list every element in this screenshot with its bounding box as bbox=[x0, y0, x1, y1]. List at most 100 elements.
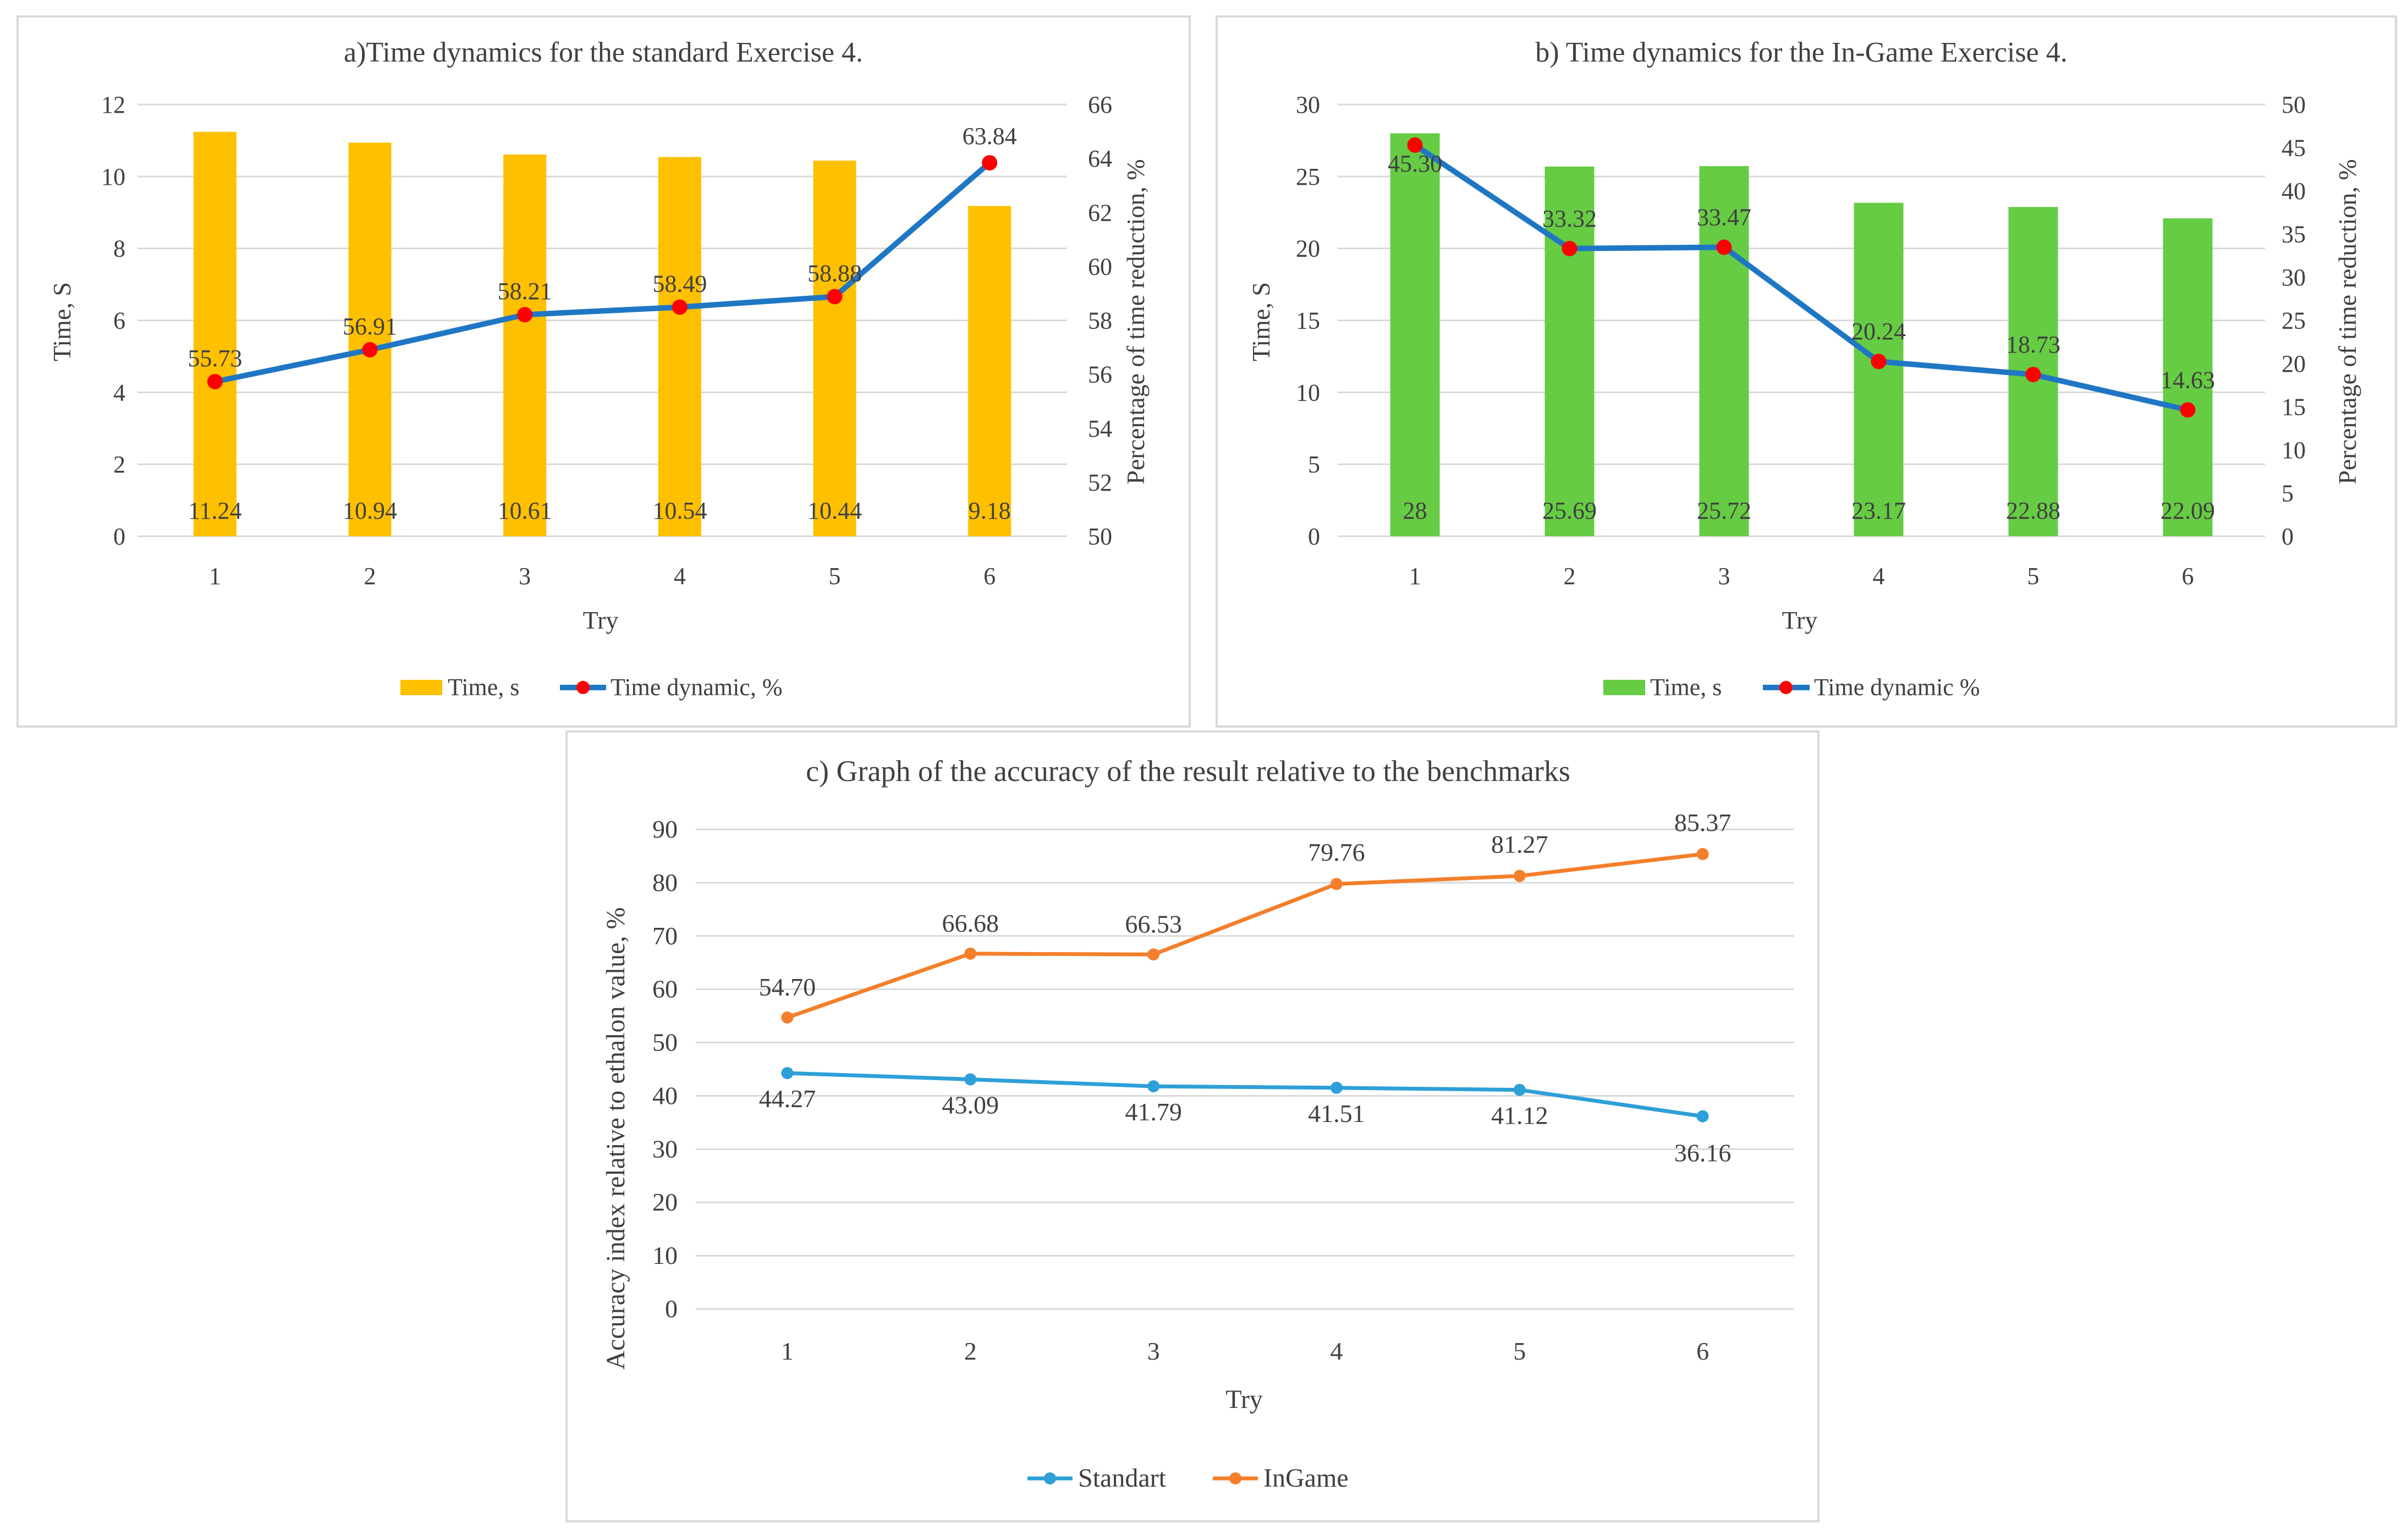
chart-a-y2-tick-label: 56 bbox=[1088, 361, 1112, 388]
chart-c-data-point bbox=[1513, 1084, 1526, 1096]
chart-b-y-tick-label: 15 bbox=[1296, 307, 1320, 334]
chart-b-bar bbox=[2163, 218, 2213, 536]
chart-a-bar bbox=[348, 142, 392, 536]
chart-b-legend-swatch-bar bbox=[1603, 680, 1645, 695]
chart-a-y2-tick-label: 60 bbox=[1088, 253, 1112, 280]
chart-b-bar bbox=[1390, 133, 1440, 537]
chart-a-bars bbox=[193, 131, 1012, 537]
chart-c-data-point bbox=[781, 1011, 794, 1024]
chart-b-legend-swatch-marker bbox=[1779, 681, 1793, 694]
chart-c-x-tick-label: 5 bbox=[1513, 1337, 1526, 1365]
chart-c-data-point bbox=[1147, 1080, 1160, 1093]
chart-b-line-series bbox=[1407, 137, 2196, 418]
chart-b-point-data-label: 45.30 bbox=[1388, 150, 1442, 177]
chart-b-bar-data-label: 25.72 bbox=[1697, 497, 1751, 524]
chart-a-gridlines bbox=[138, 103, 1067, 537]
chart-c-data-point bbox=[781, 1067, 794, 1080]
chart-a-y2-tick-label: 64 bbox=[1088, 145, 1112, 172]
chart-b-data-point bbox=[2025, 366, 2041, 382]
chart-b-data-labels: 28 25.69 25.72 23.17 22.88 22.09 45.30 33.32 33.… bbox=[1388, 150, 2215, 524]
chart-c-x-tick-label: 3 bbox=[1147, 1337, 1160, 1365]
chart-b-data-point bbox=[1407, 137, 1423, 153]
chart-b-title: b) Time dynamics for the In-Game Exercis… bbox=[1535, 37, 2068, 68]
chart-c-legend-marker-ingame bbox=[1229, 1472, 1241, 1484]
chart-c-x-tick-label: 4 bbox=[1330, 1337, 1343, 1365]
chart-a-bar-data-label: 9.18 bbox=[969, 497, 1011, 524]
chart-b-x-tick-label: 3 bbox=[1718, 563, 1730, 590]
chart-a-point-data-label: 58.88 bbox=[807, 260, 862, 287]
chart-b-x-tick-label: 1 bbox=[1409, 563, 1421, 590]
chart-c-y-tick-label: 70 bbox=[652, 922, 678, 950]
chart-c-legend: Standart InGame bbox=[1027, 1464, 1349, 1493]
chart-a-point-data-label: 58.49 bbox=[652, 270, 707, 297]
chart-b: b) Time dynamics for the In-Game Exercis… bbox=[1247, 37, 2361, 701]
chart-c-point-data-label: 66.53 bbox=[1125, 910, 1182, 938]
chart-b-y2-tick-label: 10 bbox=[2282, 437, 2306, 464]
chart-c-point-data-label: 79.76 bbox=[1308, 838, 1365, 866]
chart-c-y-tick-label: 30 bbox=[652, 1135, 678, 1163]
chart-c-y-axis-label: Accuracy index relative to ethalon value… bbox=[601, 908, 630, 1370]
chart-a-bar-data-label: 10.61 bbox=[498, 497, 552, 524]
chart-b-point-data-label: 33.47 bbox=[1697, 204, 1751, 231]
chart-b-y-tick-label: 0 bbox=[1308, 523, 1320, 550]
chart-c-title: c) Graph of the accuracy of the result r… bbox=[806, 755, 1570, 788]
chart-c-y-tick-label: 90 bbox=[652, 815, 678, 843]
chart-a-bar bbox=[968, 206, 1012, 537]
chart-b-y2-tick-label: 25 bbox=[2282, 307, 2306, 334]
chart-c-point-data-label: 85.37 bbox=[1674, 809, 1732, 837]
chart-a-data-labels: 11.24 10.94 10.61 10.54 10.44 9.18 55.73 56.91 5… bbox=[188, 123, 1016, 524]
chart-b-x-axis-label: Try bbox=[1782, 606, 1818, 634]
chart-c-point-data-label: 81.27 bbox=[1491, 831, 1548, 859]
chart-b-y-axis-ticks: 0 5 10 15 20 25 30 bbox=[1296, 91, 1320, 550]
chart-a-bar bbox=[658, 157, 701, 537]
chart-b-y2-tick-label: 30 bbox=[2282, 264, 2306, 291]
chart-c-data-point bbox=[964, 947, 977, 960]
chart-a-y2-tick-label: 52 bbox=[1088, 469, 1112, 496]
chart-b-data-point bbox=[1716, 239, 1732, 255]
chart-a: a)Time dynamics for the standard Exercis… bbox=[48, 37, 1150, 701]
chart-c-data-point bbox=[1330, 878, 1343, 890]
chart-a-y-tick-label: 0 bbox=[113, 523, 125, 550]
chart-b-bar-data-label: 22.88 bbox=[2006, 497, 2060, 524]
chart-c-data-point bbox=[1696, 1110, 1709, 1123]
chart-a-legend-swatch-bar bbox=[400, 680, 442, 695]
chart-a-x-tick-label: 5 bbox=[829, 563, 841, 590]
chart-a-y-tick-label: 10 bbox=[101, 163, 125, 190]
chart-a-y-tick-label: 8 bbox=[113, 235, 125, 262]
chart-c-data-point bbox=[1330, 1081, 1343, 1094]
chart-b-point-data-label: 33.32 bbox=[1542, 205, 1597, 232]
chart-b-y2-tick-label: 50 bbox=[2282, 91, 2306, 118]
chart-a-y2-tick-label: 50 bbox=[1088, 523, 1112, 550]
chart-c-y-tick-label: 0 bbox=[665, 1295, 678, 1323]
chart-b-legend-label-bar: Time, s bbox=[1650, 674, 1722, 701]
chart-b-y2-tick-label: 35 bbox=[2282, 221, 2306, 248]
chart-a-bar-data-label: 11.24 bbox=[188, 497, 241, 524]
chart-b-y-tick-label: 10 bbox=[1296, 379, 1320, 406]
chart-b-x-axis-ticks: 1 2 3 4 5 6 bbox=[1409, 563, 2194, 590]
chart-a-legend-swatch-marker bbox=[576, 681, 590, 694]
chart-a-y-axis-ticks: 0 2 4 6 8 10 12 bbox=[101, 91, 125, 550]
chart-c-x-tick-label: 6 bbox=[1696, 1337, 1709, 1365]
chart-c-point-data-label: 41.51 bbox=[1308, 1099, 1365, 1128]
chart-a-y2-tick-label: 66 bbox=[1088, 91, 1112, 118]
chart-a-y2-axis-label: Percentage of time reduction, % bbox=[1122, 159, 1150, 484]
chart-b-y2-tick-label: 20 bbox=[2282, 350, 2306, 377]
chart-a-y-tick-label: 4 bbox=[113, 379, 125, 406]
chart-b-point-data-label: 20.24 bbox=[1851, 318, 1906, 345]
chart-b-data-point bbox=[1562, 240, 1577, 256]
chart-a-bar bbox=[813, 161, 856, 536]
chart-a-x-tick-label: 4 bbox=[674, 563, 686, 590]
chart-c-x-axis-label: Try bbox=[1225, 1385, 1263, 1414]
chart-b-x-tick-label: 2 bbox=[1564, 563, 1576, 590]
chart-a-x-axis-ticks: 1 2 3 4 5 6 bbox=[209, 563, 996, 590]
chart-b-point-data-label: 18.73 bbox=[2006, 331, 2060, 358]
chart-a-data-point bbox=[207, 373, 223, 389]
chart-b-bar-data-label: 25.69 bbox=[1542, 497, 1597, 524]
chart-b-x-tick-label: 5 bbox=[2027, 563, 2040, 590]
chart-b-y-tick-label: 5 bbox=[1308, 451, 1320, 478]
chart-c-series-line-0 bbox=[787, 1071, 1703, 1119]
chart-b-y2-tick-label: 15 bbox=[2282, 394, 2306, 421]
chart-a-point-data-label: 58.21 bbox=[498, 278, 552, 305]
chart-a-line-series bbox=[207, 155, 998, 389]
chart-c-y-tick-label: 40 bbox=[652, 1081, 678, 1109]
